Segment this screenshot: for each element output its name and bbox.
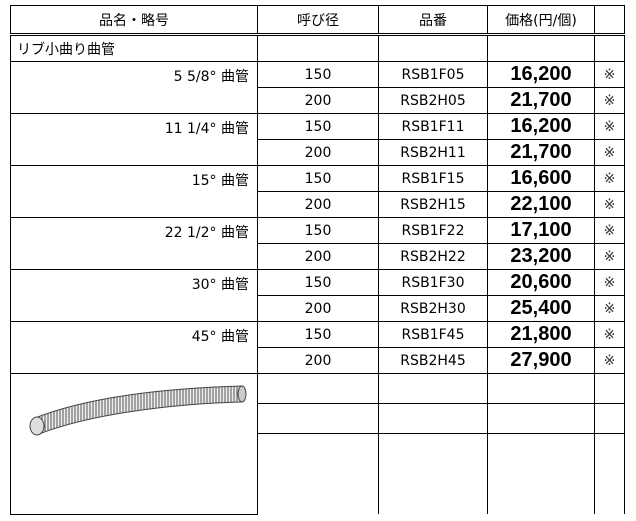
empty-row	[11, 403, 625, 434]
item-row: 30° 曲管 150 RSB1F30 20,600 ※	[10, 269, 625, 322]
code: RSB1F05	[378, 61, 488, 88]
item-label: 45° 曲管	[10, 321, 258, 374]
code: RSB1F11	[378, 113, 488, 140]
pipe-icon	[29, 385, 247, 436]
item-label: 22 1/2° 曲管	[10, 217, 258, 270]
code: RSB1F22	[378, 217, 488, 244]
header-cell: 品番	[378, 5, 488, 36]
note: ※	[594, 295, 625, 322]
code: RSB1F30	[378, 269, 488, 296]
header-cell: 品名・略号	[10, 5, 258, 36]
note: ※	[594, 191, 625, 218]
header-row: 品名・略号 呼び径 品番 価格(円/個)	[10, 5, 625, 36]
cell	[594, 34, 625, 62]
code: RSB1F15	[378, 165, 488, 192]
price: 27,900	[487, 347, 595, 374]
cell	[594, 433, 625, 514]
section-row: リブ小曲り曲管	[10, 34, 625, 62]
note: ※	[594, 243, 625, 270]
section-label: リブ小曲り曲管	[10, 34, 258, 62]
item-label: 15° 曲管	[10, 165, 258, 218]
size: 150	[257, 321, 379, 348]
note: ※	[594, 217, 625, 244]
item-row: 200 RSB2H22 23,200 ※	[11, 243, 625, 270]
cell	[378, 403, 488, 434]
price: 16,200	[487, 61, 595, 88]
price: 16,200	[487, 113, 595, 140]
size: 200	[257, 87, 379, 114]
note: ※	[594, 87, 625, 114]
item-label: 5 5/8° 曲管	[10, 61, 258, 114]
cell	[378, 373, 488, 404]
header-cell	[594, 5, 625, 36]
cell	[257, 373, 379, 404]
price: 23,200	[487, 243, 595, 270]
item-row: 45° 曲管 150 RSB1F45 21,800 ※	[10, 321, 625, 374]
header-cell: 呼び径	[257, 5, 379, 36]
cell	[487, 433, 595, 514]
size: 150	[257, 165, 379, 192]
price: 17,100	[487, 217, 595, 244]
price: 16,600	[487, 165, 595, 192]
item-row: 5 5/8° 曲管 150 RSB1F05 16,200 ※	[10, 61, 625, 114]
size: 150	[257, 113, 379, 140]
note: ※	[594, 347, 625, 374]
price: 21,700	[487, 87, 595, 114]
price: 20,600	[487, 269, 595, 296]
size: 200	[257, 139, 379, 166]
size: 200	[257, 295, 379, 322]
code: RSB2H45	[378, 347, 488, 374]
item-row: 15° 曲管 150 RSB1F15 16,600 ※	[10, 165, 625, 218]
item-label: 11 1/4° 曲管	[10, 113, 258, 166]
size: 200	[257, 347, 379, 374]
item-label: 30° 曲管	[10, 269, 258, 322]
pipe-picture	[10, 373, 258, 515]
cell	[378, 433, 488, 514]
size: 150	[257, 269, 379, 296]
cell	[378, 34, 488, 62]
cell	[594, 403, 625, 434]
price: 22,100	[487, 191, 595, 218]
item-row: 11 1/4° 曲管 150 RSB1F11 16,200 ※	[10, 113, 625, 166]
header-cell: 価格(円/個)	[487, 5, 595, 36]
size: 200	[257, 243, 379, 270]
cell	[257, 433, 379, 514]
table-body: リブ小曲り曲管 5 5/8° 曲管 150 RSB1F05 16,200 ※ 200 RSB…	[10, 34, 625, 515]
item-row: 200 RSB2H30 25,400 ※	[11, 295, 625, 322]
note: ※	[594, 139, 625, 166]
code: RSB2H15	[378, 191, 488, 218]
note: ※	[594, 61, 625, 88]
cell	[594, 373, 625, 404]
note: ※	[594, 269, 625, 296]
empty-row	[11, 433, 625, 514]
note: ※	[594, 321, 625, 348]
cell	[487, 34, 595, 62]
size: 150	[257, 217, 379, 244]
size: 200	[257, 191, 379, 218]
item-row: 22 1/2° 曲管 150 RSB1F22 17,100 ※	[10, 217, 625, 270]
code: RSB2H22	[378, 243, 488, 270]
cell	[257, 403, 379, 434]
note: ※	[594, 165, 625, 192]
cell	[487, 403, 595, 434]
empty-row	[10, 373, 625, 515]
price-table: 品名・略号 呼び径 品番 価格(円/個) リブ小曲り曲管 5 5/8° 曲管 15…	[10, 5, 625, 515]
item-row: 200 RSB2H45 27,900 ※	[11, 347, 625, 374]
cell	[257, 34, 379, 62]
code: RSB1F45	[378, 321, 488, 348]
size: 150	[257, 61, 379, 88]
price: 21,700	[487, 139, 595, 166]
code: RSB2H05	[378, 87, 488, 114]
note: ※	[594, 113, 625, 140]
price: 25,400	[487, 295, 595, 322]
item-row: 200 RSB2H15 22,100 ※	[11, 191, 625, 218]
item-row: 200 RSB2H11 21,700 ※	[11, 139, 625, 166]
item-row: 200 RSB2H05 21,700 ※	[11, 87, 625, 114]
price: 21,800	[487, 321, 595, 348]
cell	[487, 373, 595, 404]
code: RSB2H30	[378, 295, 488, 322]
code: RSB2H11	[378, 139, 488, 166]
